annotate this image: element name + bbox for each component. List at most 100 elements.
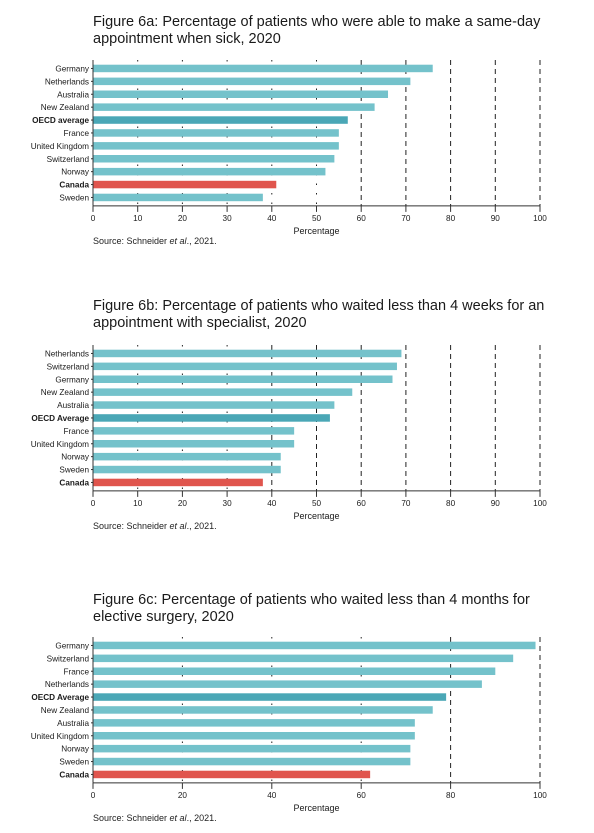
bar-france <box>93 427 295 435</box>
bar-australia <box>93 719 415 727</box>
figure-6c-title-line2: elective surgery, 2020 <box>93 609 234 625</box>
x-tick-label-0: 0 <box>91 214 96 223</box>
x-tick-label-60: 60 <box>357 791 367 800</box>
category-label-germany: Germany <box>55 641 90 650</box>
category-label-netherlands: Netherlands <box>45 77 89 86</box>
bar-australia <box>93 401 335 409</box>
category-label-australia: Australia <box>57 90 89 99</box>
figure-6c-chart: Germany Switzerland France Netherlands OECD … <box>31 637 547 813</box>
category-label-oecd-average: OECD average <box>32 116 89 125</box>
category-label-united-kingdom: United Kingdom <box>31 142 89 151</box>
x-tick-label-80: 80 <box>446 214 456 223</box>
category-label-switzerland: Switzerland <box>47 362 90 371</box>
category-label-norway: Norway <box>61 745 90 754</box>
category-label-sweden: Sweden <box>59 193 89 202</box>
figure-6a-title-line1: Figure 6a: Percentage of patients who we… <box>93 14 541 30</box>
bar-netherlands <box>93 680 482 688</box>
bar-new-zealand <box>93 706 433 714</box>
category-label-switzerland: Switzerland <box>47 654 90 663</box>
bar-switzerland <box>93 155 335 163</box>
bar-france <box>93 129 339 137</box>
bar-switzerland <box>93 654 514 663</box>
x-tick-label-60: 60 <box>357 214 367 223</box>
bar-oecd-average <box>93 693 447 701</box>
bar-norway <box>93 744 411 753</box>
x-tick-label-0: 0 <box>91 791 96 800</box>
bar-germany <box>93 641 536 650</box>
category-label-united-kingdom: United Kingdom <box>31 732 89 741</box>
figure-6a-title-line2: appointment when sick, 2020 <box>93 31 281 47</box>
category-label-sweden: Sweden <box>59 758 89 767</box>
category-label-sweden: Sweden <box>59 466 89 475</box>
category-label-new-zealand: New Zealand <box>41 706 90 715</box>
category-label-oecd-average: OECD Average <box>31 414 89 423</box>
bar-netherlands <box>93 349 402 358</box>
bar-germany <box>93 64 433 73</box>
category-label-france: France <box>64 427 90 436</box>
x-tick-label-20: 20 <box>178 499 188 508</box>
bar-norway <box>93 452 281 461</box>
category-label-canada: Canada <box>59 770 89 779</box>
bar-sweden <box>93 465 281 474</box>
x-axis-label: Percentage <box>293 803 339 813</box>
bar-canada <box>93 180 277 189</box>
x-tick-label-70: 70 <box>401 499 411 508</box>
figure-6a-chart: Germany Netherlands Australia New Zealand OE… <box>31 60 547 236</box>
x-tick-label-90: 90 <box>491 499 501 508</box>
x-tick-label-70: 70 <box>401 214 411 223</box>
bar-australia <box>93 90 389 98</box>
bar-netherlands <box>93 77 411 86</box>
bar-canada <box>93 478 263 487</box>
figure-6a-source: Source: Schneider et al., 2021. <box>93 236 217 246</box>
x-tick-label-90: 90 <box>491 214 501 223</box>
bar-united-kingdom <box>93 732 415 740</box>
category-label-switzerland: Switzerland <box>47 155 90 164</box>
figure-6b-title-line2: appointment with specialist, 2020 <box>93 315 307 331</box>
bar-oecd-average <box>93 414 330 422</box>
figure-6b-title-line1: Figure 6b: Percentage of patients who wa… <box>93 298 545 314</box>
category-label-netherlands: Netherlands <box>45 680 89 689</box>
bar-switzerland <box>93 362 397 371</box>
bar-new-zealand <box>93 388 353 396</box>
category-label-norway: Norway <box>61 453 90 462</box>
category-label-germany: Germany <box>55 64 90 73</box>
category-label-germany: Germany <box>55 375 90 384</box>
x-tick-label-100: 100 <box>533 499 547 508</box>
category-label-france: France <box>64 667 90 676</box>
category-label-canada: Canada <box>59 181 89 190</box>
x-tick-label-80: 80 <box>446 791 456 800</box>
bar-oecd-average <box>93 116 348 124</box>
x-tick-label-50: 50 <box>312 214 322 223</box>
figure-6c-source: Source: Schneider et al., 2021. <box>93 813 217 823</box>
category-label-new-zealand: New Zealand <box>41 103 90 112</box>
category-label-canada: Canada <box>59 478 89 487</box>
x-tick-label-40: 40 <box>267 499 277 508</box>
x-tick-label-30: 30 <box>223 214 233 223</box>
bar-sweden <box>93 757 411 766</box>
bar-united-kingdom <box>93 142 339 150</box>
figure-6b-source: Source: Schneider et al., 2021. <box>93 521 217 531</box>
category-label-netherlands: Netherlands <box>45 349 89 358</box>
x-tick-label-100: 100 <box>533 791 547 800</box>
category-label-new-zealand: New Zealand <box>41 388 90 397</box>
x-tick-label-10: 10 <box>133 499 143 508</box>
x-tick-label-80: 80 <box>446 499 456 508</box>
x-axis-label: Percentage <box>293 226 339 236</box>
category-label-united-kingdom: United Kingdom <box>31 440 89 449</box>
x-tick-label-30: 30 <box>223 499 233 508</box>
bar-new-zealand <box>93 103 375 111</box>
x-tick-label-40: 40 <box>267 214 277 223</box>
x-tick-label-60: 60 <box>357 499 367 508</box>
figure-6b-chart: Netherlands Switzerland Germany New Zealand… <box>31 345 547 521</box>
bar-canada <box>93 770 371 779</box>
x-tick-label-10: 10 <box>133 214 143 223</box>
category-label-australia: Australia <box>57 401 89 410</box>
figure-6b-title: Figure 6b: Percentage of patients who wa… <box>93 298 544 332</box>
bar-sweden <box>93 193 263 202</box>
bar-united-kingdom <box>93 440 295 448</box>
bar-norway <box>93 167 326 176</box>
bar-germany <box>93 375 393 383</box>
figure-6c-title: Figure 6c: Percentage of patients who wa… <box>93 592 530 626</box>
x-tick-label-50: 50 <box>312 499 322 508</box>
category-label-norway: Norway <box>61 168 90 177</box>
